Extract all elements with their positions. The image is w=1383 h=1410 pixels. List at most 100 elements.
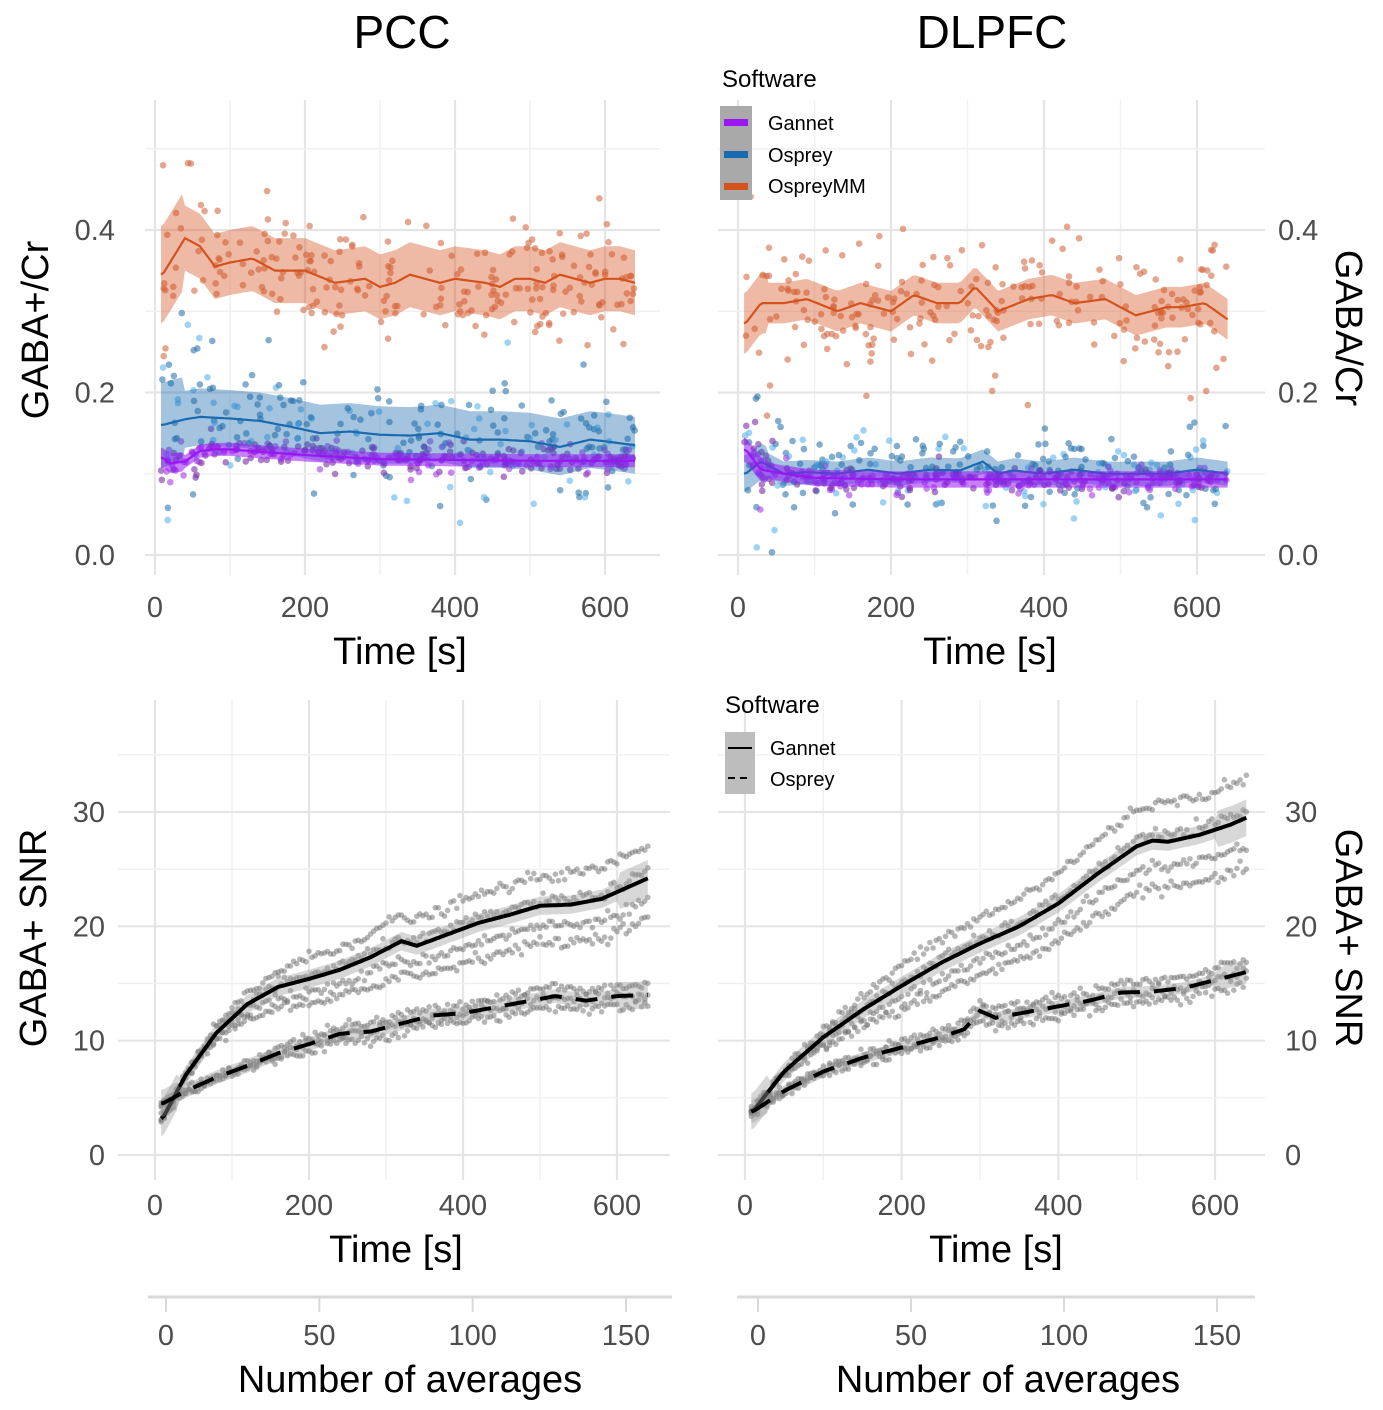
point-gannet [843,486,850,493]
point-gannet [1234,841,1240,847]
point-ospreymm [1010,283,1017,290]
point-ospreymm [998,297,1005,305]
point-osprey [165,361,173,368]
legend-key-osprey [724,151,748,158]
point-gannet [472,942,479,948]
point-gannet [914,1001,921,1008]
point-ospreymm [360,213,367,221]
point-gannet [558,869,565,876]
point-osprey [1130,1003,1137,1010]
point-ospreymm [1158,314,1165,322]
point-ospreymm [755,349,763,357]
smooth-line-gannet [160,448,635,465]
point-ospreymm [426,267,434,274]
point-osprey [1073,498,1080,505]
point-osprey [782,491,789,498]
point-gannet [487,956,494,962]
point-osprey [454,1003,460,1009]
point-gannet [1212,870,1218,877]
point-osprey [1183,491,1190,499]
point-gannet [574,866,580,872]
point-ospreymm [576,292,584,300]
point-ospreymm [583,230,590,237]
point-osprey [470,425,478,433]
point-gannet [848,1033,855,1039]
point-gannet [500,932,506,939]
point-osprey [645,980,651,987]
point-osprey [1035,441,1042,448]
point-gannet [1227,868,1234,874]
point-gannet [293,960,300,967]
point-osprey [264,433,271,441]
point-ospreymm [199,276,207,284]
point-ospreymm [800,341,808,349]
point-ospreymm [1151,322,1159,330]
point-gannet [340,958,346,964]
point-osprey [350,471,357,479]
point-osprey [1021,1020,1027,1027]
point-ospreymm [1168,290,1176,298]
point-osprey [411,420,418,427]
x-tick-label: 200 [281,592,329,624]
point-gannet [278,1003,285,1010]
point-osprey [1082,456,1089,463]
point-osprey [386,1037,392,1044]
point-gannet [1133,889,1140,896]
point-osprey [779,481,787,489]
point-ospreymm [629,290,637,298]
point-osprey [1045,458,1053,465]
legend-label-osprey-bottom: Osprey [770,769,834,791]
point-ospreymm [1158,297,1165,305]
point-osprey [526,434,534,442]
point-osprey [210,399,217,407]
point-gannet [1165,885,1171,891]
point-gannet [346,977,352,984]
point-gannet [475,893,482,900]
point-osprey [558,983,565,989]
point-osprey [552,436,559,444]
legend-key-gannet [724,119,748,126]
point-gannet [432,956,439,963]
point-ospreymm [327,257,335,265]
point-gannet [620,920,626,927]
point-ospreymm [323,284,330,291]
point-ospreymm [605,238,612,246]
point-ospreymm [336,248,343,256]
point-gannet [204,1051,211,1057]
point-gannet [893,491,900,499]
point-gannet [1155,860,1162,867]
point-ospreymm [805,257,813,264]
point-ospreymm [832,332,840,340]
point-ospreymm [975,312,982,320]
x-tick-label: 200 [285,1190,333,1222]
point-gannet [1187,855,1193,862]
point-gannet [380,982,386,989]
point-gannet [277,458,285,465]
point-gannet [917,991,924,997]
point-gannet [158,476,166,484]
point-gannet [441,913,448,919]
point-gannet [1196,791,1203,798]
point-ospreymm [798,253,806,261]
point-osprey [283,430,290,438]
point-osprey [1086,1013,1093,1019]
point-gannet [229,1004,235,1011]
point-ospreymm [524,285,532,293]
point-ospreymm [260,257,267,264]
point-ospreymm [818,325,825,333]
point-osprey [955,1037,961,1043]
point-osprey [307,413,315,421]
point-osprey [248,371,256,379]
point-gannet [407,476,415,484]
point-osprey [603,398,610,406]
point-osprey [502,387,510,395]
point-osprey [438,401,445,409]
point-osprey [952,444,959,451]
secondary-x-tick-label: 0 [750,1320,766,1352]
point-gannet [989,966,996,972]
point-gannet [996,961,1002,968]
point-ospreymm [549,256,556,263]
point-gannet [931,488,939,496]
point-ospreymm [620,254,628,261]
point-ospreymm [1220,355,1227,363]
